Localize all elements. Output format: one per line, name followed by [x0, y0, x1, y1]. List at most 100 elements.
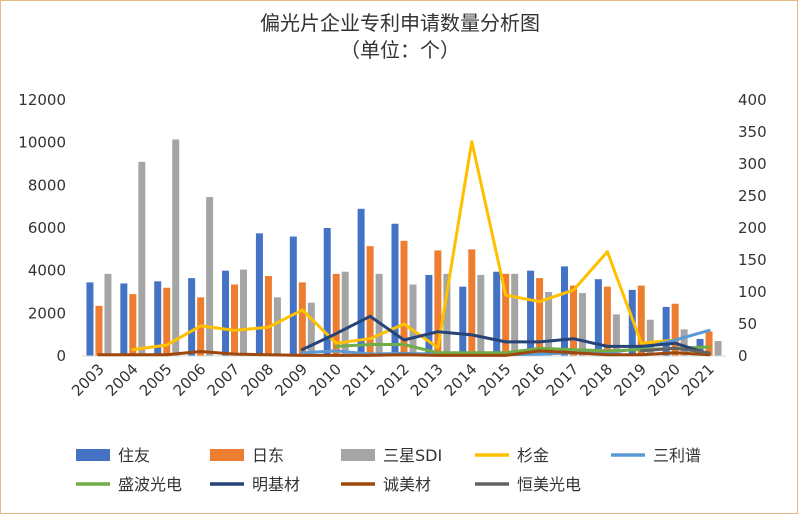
x-axis-tick-label: 2018: [576, 360, 616, 400]
bar-住友-2013: [425, 274, 433, 356]
left-axis-tick-label: 6000: [28, 219, 66, 237]
line-诚美材: [97, 349, 711, 357]
bar-住友-2006: [188, 278, 196, 356]
bar-三星SDI-2008: [273, 297, 281, 356]
x-axis-tick-label: 2006: [170, 360, 210, 400]
right-axis-tick-label: 350: [738, 123, 767, 141]
bar-住友-2016: [527, 270, 535, 356]
bar-住友-2004: [120, 283, 128, 356]
bar-三星SDI-2016: [545, 292, 553, 356]
bar-日东-2018: [603, 286, 611, 356]
bar-三星SDI-2012: [409, 284, 417, 356]
right-axis-tick-label: 250: [738, 187, 767, 205]
bar-日东-2019: [637, 285, 645, 356]
bar-住友-2014: [459, 286, 467, 356]
bar-日东-2012: [400, 240, 408, 356]
x-axis-tick-label: 2011: [339, 360, 379, 400]
x-axis-tick-label: 2007: [204, 360, 244, 400]
line-恒美光电: [639, 346, 711, 355]
bar-住友-2008: [255, 233, 263, 356]
right-axis-tick-label: 50: [738, 315, 757, 333]
legend-swatch-日东: [210, 449, 244, 461]
bar-日东-2005: [163, 287, 171, 356]
bar-日东-2016: [536, 278, 544, 356]
bar-三星SDI-2004: [138, 161, 146, 356]
right-axis-tick-label: 150: [738, 251, 767, 269]
line-明基材: [300, 314, 711, 356]
x-axis-tick-label: 2017: [543, 360, 583, 400]
bar-日东-2014: [468, 249, 476, 356]
right-axis-tick-label: 300: [738, 155, 767, 173]
x-axis-tick-label: 2019: [610, 360, 650, 400]
legend-label-诚美材: 诚美材: [383, 475, 431, 494]
bar-住友-2007: [222, 270, 230, 356]
bar-三星SDI-2003: [104, 273, 112, 356]
x-axis-tick-label: 2004: [102, 360, 142, 400]
left-axis-tick-label: 2000: [28, 304, 66, 322]
legend-label-明基材: 明基材: [252, 475, 300, 494]
bar-日东-2020: [671, 303, 679, 356]
bar-三星SDI-2020: [680, 329, 688, 356]
x-axis-tick-label: 2008: [238, 360, 278, 400]
bar-三星SDI-2005: [172, 139, 180, 356]
bar-住友-2003: [86, 282, 94, 356]
bar-三星SDI-2007: [240, 269, 248, 356]
right-axis-tick-label: 100: [738, 283, 767, 301]
bar-三星SDI-2014: [477, 274, 485, 356]
bar-三星SDI-2010: [341, 271, 349, 356]
bar-三星SDI-2015: [511, 273, 519, 356]
bar-三星SDI-2017: [578, 293, 586, 356]
legend-label-杉金: 杉金: [517, 446, 549, 465]
bar-三星SDI-2021: [714, 341, 722, 356]
legend-swatch-住友: [76, 449, 110, 461]
x-axis-tick-label: 2013: [407, 360, 447, 400]
x-axis-tick-label: 2020: [644, 360, 684, 400]
left-axis-tick-label: 12000: [18, 91, 66, 109]
bar-日东-2017: [569, 285, 577, 356]
left-axis-tick-label: 0: [56, 347, 66, 365]
bar-三星SDI-2018: [612, 314, 620, 356]
bar-住友-2005: [154, 281, 162, 356]
legend-label-住友: 住友: [118, 446, 150, 465]
x-axis-tick-label: 2009: [271, 360, 311, 400]
bar-住友-2011: [357, 208, 365, 356]
x-axis-tick-label: 2015: [475, 360, 515, 400]
bar-住友-2017: [560, 266, 568, 356]
right-axis-tick-label: 200: [738, 219, 767, 237]
bar-日东-2004: [129, 294, 137, 356]
legend-label-三星SDI: 三星SDI: [383, 446, 442, 465]
bar-日东-2009: [298, 282, 306, 356]
bar-日东-2011: [366, 246, 374, 356]
chart-subtitle: （单位：个）: [340, 38, 460, 62]
bar-日东-2003: [95, 305, 103, 356]
legend-label-盛波光电: 盛波光电: [118, 475, 182, 494]
legend-swatch-三星SDI: [341, 449, 375, 461]
bar-住友-2020: [662, 306, 670, 356]
legend-label-日东: 日东: [252, 446, 284, 465]
left-axis-tick-label: 4000: [28, 262, 66, 280]
x-axis-tick-label: 2003: [68, 360, 108, 400]
chart-title: 偏光片企业专利申请数量分析图: [260, 11, 540, 35]
bar-日东-2013: [434, 250, 442, 356]
x-axis-tick-label: 2016: [509, 360, 549, 400]
legend-label-三利谱: 三利谱: [653, 446, 701, 465]
bar-住友-2009: [289, 236, 297, 356]
x-axis-tick-label: 2014: [441, 360, 481, 400]
bar-三星SDI-2013: [443, 273, 451, 356]
x-axis-tick-label: 2012: [373, 360, 413, 400]
legend-label-恒美光电: 恒美光电: [517, 475, 581, 494]
bar-日东-2021: [705, 331, 713, 356]
x-axis-tick-label: 2021: [678, 360, 718, 400]
bar-三星SDI-2019: [646, 319, 654, 356]
right-axis-tick-label: 400: [738, 91, 767, 109]
line-杉金: [131, 140, 677, 352]
x-axis-tick-label: 2005: [136, 360, 176, 400]
bar-住友-2015: [493, 271, 501, 356]
bar-住友-2012: [391, 223, 399, 356]
bar-三星SDI-2009: [307, 302, 315, 356]
x-axis-tick-label: 2010: [305, 360, 345, 400]
bar-日东-2015: [502, 273, 510, 356]
bar-三星SDI-2011: [375, 273, 383, 356]
